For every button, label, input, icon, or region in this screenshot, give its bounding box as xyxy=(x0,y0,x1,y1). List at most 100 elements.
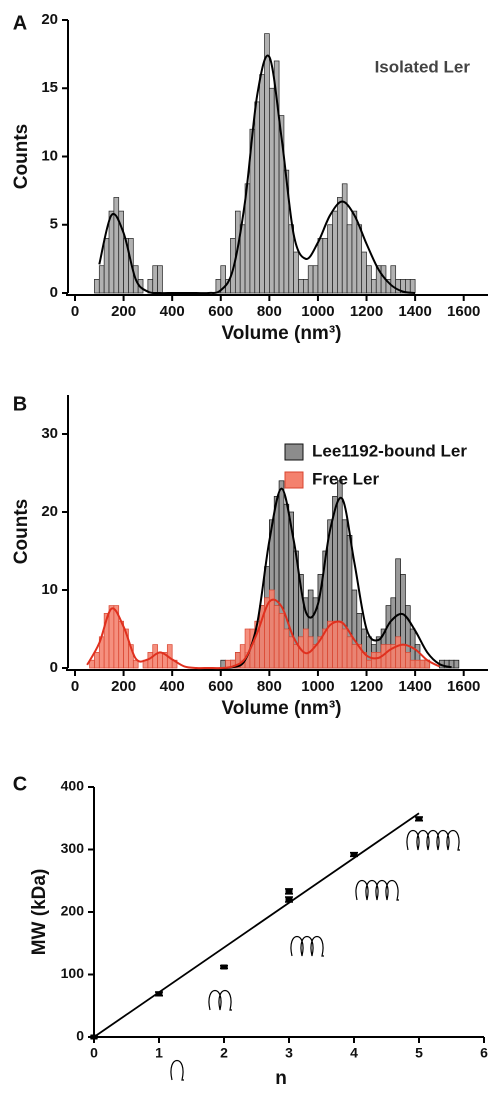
y-tick-label: 30 xyxy=(41,425,58,442)
x-tick-label: 4 xyxy=(350,1045,358,1061)
histogram-bar xyxy=(371,279,377,294)
histogram-bar xyxy=(453,659,460,669)
histogram-bar xyxy=(108,605,115,669)
x-tick-label: 1000 xyxy=(301,303,334,320)
x-tick-label: 5 xyxy=(415,1045,423,1061)
histogram-bar xyxy=(94,652,100,669)
histogram-bar xyxy=(157,652,163,669)
histogram-bar xyxy=(303,279,309,294)
histogram-bar xyxy=(409,279,416,294)
histogram-bar xyxy=(332,210,338,294)
legend-swatch xyxy=(284,471,304,489)
x-tick-label: 1400 xyxy=(398,678,431,695)
x-tick-label: 3 xyxy=(285,1045,293,1061)
data-point xyxy=(285,897,293,902)
histogram-bar xyxy=(346,636,353,669)
helix-icon xyxy=(355,880,399,901)
x-tick-label: 800 xyxy=(257,678,282,695)
data-point xyxy=(415,816,423,822)
histogram-bar xyxy=(375,652,382,669)
x-tick-label: 6 xyxy=(480,1045,488,1061)
y-tick-label: 100 xyxy=(61,965,85,981)
histogram-bar xyxy=(327,224,333,294)
panel-label: B xyxy=(13,393,27,415)
histogram-bar xyxy=(283,628,290,669)
histogram-bar xyxy=(337,197,343,294)
histogram-bar xyxy=(269,87,275,294)
histogram-bar xyxy=(94,279,100,294)
histogram-bar xyxy=(351,644,358,669)
legend-swatch xyxy=(284,443,304,461)
histogram-bar xyxy=(337,620,343,669)
histogram-bar xyxy=(366,659,372,669)
x-tick-label: 1600 xyxy=(447,303,480,320)
data-point xyxy=(90,1034,98,1040)
histogram-bar xyxy=(298,279,304,294)
histogram-bar xyxy=(312,265,319,294)
histogram-bar xyxy=(293,644,299,669)
x-tick-label: 1200 xyxy=(350,303,383,320)
y-tick-label: 20 xyxy=(41,11,58,28)
x-tick-label: 0 xyxy=(90,1045,98,1061)
x-tick-label: 600 xyxy=(208,303,233,320)
x-axis-label: n xyxy=(275,1068,287,1089)
histogram-bar xyxy=(366,265,372,294)
y-tick-label: 0 xyxy=(50,284,58,301)
legend-label: Lee1192-bound Ler xyxy=(312,441,467,460)
histogram-bar xyxy=(346,224,353,294)
histogram-bar xyxy=(419,659,426,669)
x-tick-label: 1000 xyxy=(301,678,334,695)
x-tick-label: 1 xyxy=(155,1045,163,1061)
fit-curve xyxy=(86,598,440,670)
y-axis-label: MW (kDa) xyxy=(29,869,50,956)
y-axis-label: Counts xyxy=(11,499,32,564)
histogram-bar xyxy=(254,101,260,294)
annotation: Isolated Ler xyxy=(375,57,471,76)
histogram-bar xyxy=(273,605,280,669)
helix-icon xyxy=(406,830,460,851)
histogram-bar xyxy=(103,238,110,294)
y-tick-label: 200 xyxy=(61,903,85,919)
fit-curve xyxy=(98,54,416,295)
histogram-bar xyxy=(157,265,163,294)
data-point xyxy=(350,852,358,857)
histogram-bar xyxy=(385,644,392,669)
histogram-bar xyxy=(400,644,406,669)
x-tick-label: 400 xyxy=(160,303,185,320)
x-axis-label: Volume (nm³) xyxy=(222,698,342,719)
histogram-bar xyxy=(341,183,348,294)
histogram-bar xyxy=(322,238,329,294)
y-tick-label: 0 xyxy=(76,1028,84,1044)
y-tick-label: 15 xyxy=(41,79,58,96)
histogram-bar xyxy=(288,636,294,669)
histogram-bar xyxy=(113,197,120,294)
y-tick-label: 5 xyxy=(50,216,58,233)
helix-icon xyxy=(208,990,232,1011)
y-tick-label: 400 xyxy=(61,778,85,794)
histogram-bar xyxy=(259,74,265,294)
histogram-bar xyxy=(152,265,158,294)
x-tick-label: 200 xyxy=(111,303,136,320)
fit-curve xyxy=(220,487,452,670)
x-tick-label: 400 xyxy=(160,678,185,695)
x-tick-label: 1600 xyxy=(447,678,480,695)
y-tick-label: 10 xyxy=(41,147,58,164)
x-tick-label: 2 xyxy=(220,1045,228,1061)
y-tick-label: 300 xyxy=(61,840,85,856)
data-point xyxy=(220,964,228,970)
helix-icon xyxy=(170,1060,184,1081)
histogram-bar xyxy=(118,620,124,669)
x-axis-label: Volume (nm³) xyxy=(222,323,342,344)
histogram-bar xyxy=(307,265,314,294)
histogram-bar xyxy=(108,210,115,294)
histogram-bar xyxy=(332,620,338,669)
histogram-bar xyxy=(264,33,270,294)
histogram-bar xyxy=(293,251,299,294)
histogram-bar xyxy=(356,224,363,294)
regression-line xyxy=(93,812,420,1038)
panel-label: A xyxy=(13,12,27,34)
y-tick-label: 0 xyxy=(50,659,58,676)
histogram-bar xyxy=(317,238,324,294)
panel-label: C xyxy=(13,773,27,795)
